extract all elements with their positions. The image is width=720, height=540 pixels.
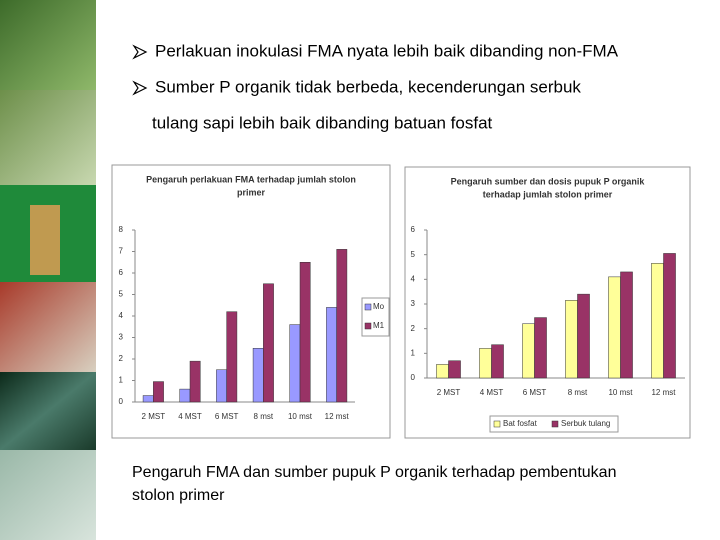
y-tick-label: 5 <box>119 290 124 299</box>
legend-label: Bat fosfat <box>503 419 538 428</box>
bar <box>263 283 274 403</box>
y-tick-label: 5 <box>411 250 416 259</box>
y-tick-label: 7 <box>119 247 124 256</box>
bar <box>534 317 547 379</box>
legend-swatch <box>551 420 559 428</box>
bar <box>336 249 348 403</box>
bar <box>608 276 621 379</box>
x-tick-label: 6 MST <box>215 412 239 421</box>
bar <box>252 348 264 403</box>
y-tick-label: 0 <box>411 373 416 382</box>
bullet: tulang sapi lebih baik dibanding batuan … <box>152 113 493 132</box>
bar <box>448 360 461 379</box>
y-tick-label: 2 <box>411 324 416 333</box>
chart-frame <box>404 166 691 439</box>
x-tick-label: 4 MST <box>480 388 504 397</box>
bar <box>299 262 311 403</box>
bar <box>577 293 590 379</box>
y-tick-label: 4 <box>411 274 416 283</box>
x-tick-label: 12 mst <box>325 412 350 421</box>
caption: Pengaruh FMA dan sumber pupuk P organik … <box>132 464 616 481</box>
bar <box>479 348 492 379</box>
y-tick-label: 4 <box>119 311 124 320</box>
x-tick-label: 2 MST <box>437 388 461 397</box>
x-tick-label: 8 mst <box>254 412 274 421</box>
legend-swatch <box>364 303 372 311</box>
bar <box>620 271 633 379</box>
chart-title: terhadap jumlah stolon primer <box>483 189 613 199</box>
bar <box>189 360 201 403</box>
x-tick-label: 6 MST <box>523 388 547 397</box>
legend-label: Mo <box>373 302 385 311</box>
legend-swatch <box>364 322 372 330</box>
bar <box>216 369 227 403</box>
y-tick-label: 1 <box>411 348 416 357</box>
bullet-icons <box>132 44 148 96</box>
chart-title: primer <box>237 187 266 197</box>
y-tick-label: 6 <box>119 268 124 277</box>
y-tick-label: 0 <box>119 397 124 406</box>
chart-title: Pengaruh sumber dan dosis pupuk P organi… <box>451 176 646 186</box>
x-tick-label: 10 mst <box>288 412 313 421</box>
legend-label: M1 <box>373 321 385 330</box>
bar <box>142 395 154 403</box>
legend-box <box>361 297 390 337</box>
x-tick-label: 8 mst <box>568 388 588 397</box>
x-tick-label: 4 MST <box>178 412 202 421</box>
bar <box>651 263 664 379</box>
bar <box>491 344 504 379</box>
chart-title: Pengaruh perlakuan FMA terhadap jumlah s… <box>146 174 356 184</box>
y-tick-label: 8 <box>119 225 124 234</box>
bar <box>663 253 676 379</box>
legend-label: Serbuk tulang <box>561 419 610 428</box>
legend-swatch <box>493 420 501 428</box>
bar <box>326 307 337 403</box>
bar <box>226 311 238 403</box>
bar <box>153 381 164 403</box>
y-tick-label: 6 <box>411 225 416 234</box>
y-tick-label: 3 <box>119 333 124 342</box>
x-tick-label: 2 MST <box>142 412 166 421</box>
bar <box>565 300 578 379</box>
photo-strip <box>0 0 96 540</box>
y-tick-label: 2 <box>119 354 124 363</box>
x-tick-label: 12 mst <box>651 388 676 397</box>
x-tick-label: 10 mst <box>608 388 633 397</box>
bullet: Sumber P organik tidak berbeda, kecender… <box>155 77 581 96</box>
bar <box>289 324 301 403</box>
bullet: Perlakuan inokulasi FMA nyata lebih baik… <box>155 41 619 60</box>
bar <box>436 364 449 379</box>
bar <box>179 388 191 403</box>
bar <box>522 323 535 379</box>
y-tick-label: 1 <box>119 376 124 385</box>
y-tick-label: 3 <box>411 299 416 308</box>
caption: stolon primer <box>132 487 225 504</box>
